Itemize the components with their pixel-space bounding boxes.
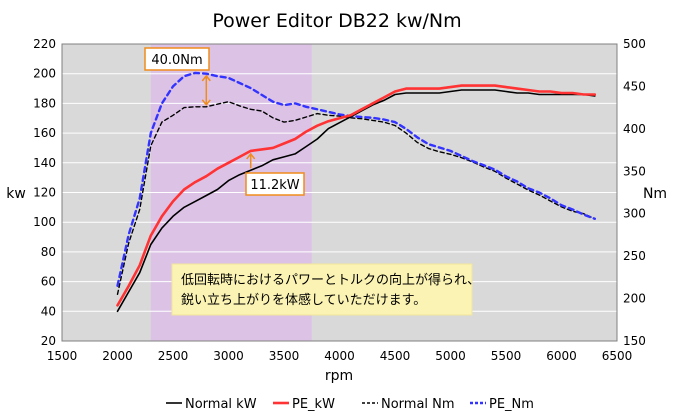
y-right-axis-title: Nm (643, 186, 667, 202)
annotation-arrow-head (246, 152, 256, 160)
annotation-label: 40.0Nm (151, 53, 202, 68)
y-left-tick-label: 100 (33, 215, 56, 229)
series-line-normal-kw (116, 89, 596, 313)
series-line-normal-nm (116, 100, 596, 295)
y-left-tick-labels: 20 40 60 80 100 120 140 160 180 200 220 (33, 37, 56, 348)
x-tick-label: 2000 (102, 349, 133, 363)
note-box: 低回転時におけるパワーとトルクの向上が得られ、 鋭い立ち上がりを体感していただけ… (171, 263, 480, 316)
annotation-box (245, 172, 305, 196)
annotation-arrow-head (201, 99, 211, 106)
x-tick-label: 3000 (213, 349, 244, 363)
x-tick-label: 1500 (47, 349, 78, 363)
y-right-tick-label: 350 (623, 164, 646, 178)
annotations: 40.0Nm 11.2kW (144, 47, 305, 196)
x-tick-label: 6000 (546, 349, 577, 363)
annotation-box (144, 47, 210, 71)
y-right-tick-label: 450 (623, 79, 646, 93)
x-tick-label: 4000 (324, 349, 355, 363)
x-tick-label: 3500 (269, 349, 300, 363)
x-tick-label: 5500 (491, 349, 522, 363)
annotation-arrow-head (201, 74, 211, 82)
note-line-2: 鋭い立ち上がりを体感していただけます。 (181, 292, 426, 308)
y-right-tick-label: 400 (623, 122, 646, 136)
legend-label: PE_Nm (489, 397, 534, 412)
y-right-tick-label: 300 (623, 207, 646, 221)
y-left-tick-label: 140 (33, 156, 56, 170)
y-left-tick-label: 160 (33, 126, 56, 140)
legend: Normal kW PE_kW Normal Nm PE_Nm (166, 397, 534, 412)
x-tick-label: 2500 (158, 349, 189, 363)
y-left-axis-title: kw (6, 186, 26, 202)
x-tick-labels: 1500 2000 2500 3000 3500 4000 4500 5000 5500 6000… (47, 349, 633, 363)
series-line-pe-nm (116, 71, 596, 287)
y-right-tick-label: 200 (623, 292, 646, 306)
y-left-tick-label: 220 (33, 37, 56, 51)
y-left-tick-label: 40 (41, 304, 56, 318)
y-right-tick-labels: 150 200 250 300 350 400 450 500 (623, 37, 646, 348)
y-left-tick-label: 200 (33, 67, 56, 81)
y-left-tick-label: 180 (33, 96, 56, 110)
x-tick-label: 4500 (380, 349, 411, 363)
y-right-tick-label: 500 (623, 37, 646, 51)
chart-title: Power Editor DB22 kw/Nm (212, 10, 461, 32)
y-left-tick-label: 120 (33, 186, 56, 200)
note-box-bg (171, 263, 473, 316)
y-left-tick-label: 60 (41, 275, 56, 289)
x-axis-title: rpm (325, 368, 353, 384)
y-left-tick-label: 20 (41, 334, 56, 348)
y-left-tick-label: 80 (41, 245, 56, 259)
series-layer (116, 71, 597, 313)
x-tick-label: 5000 (435, 349, 466, 363)
annotation-label: 11.2kW (250, 178, 299, 193)
plot-frame (61, 43, 618, 342)
legend-label: Normal kW (185, 397, 257, 412)
y-right-tick-label: 150 (623, 334, 646, 348)
series-line-pe-kw (116, 84, 597, 307)
x-tick-label: 6500 (602, 349, 633, 363)
legend-label: PE_kW (292, 397, 335, 412)
legend-label: Normal Nm (381, 397, 455, 412)
y-right-tick-label: 250 (623, 249, 646, 263)
note-line-1: 低回転時におけるパワーとトルクの向上が得られ、 (181, 272, 480, 288)
